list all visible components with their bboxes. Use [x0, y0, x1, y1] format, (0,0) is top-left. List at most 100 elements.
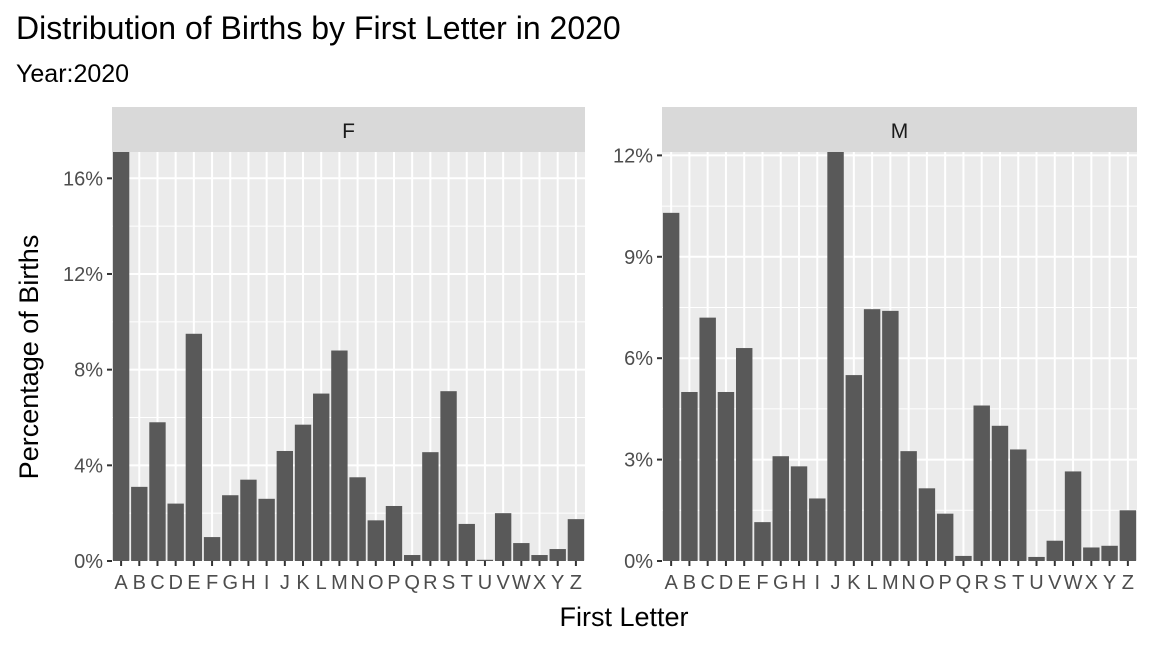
bar-f-v: [494, 513, 512, 561]
bar-m-b: [681, 391, 698, 561]
bar-m-v: [1046, 540, 1064, 561]
chart-title: Distribution of Births by First Letter i…: [16, 10, 621, 46]
x-tick-label: I: [815, 572, 821, 594]
bar-m-k: [845, 375, 863, 561]
bar-f-j: [276, 450, 294, 561]
bar-m-m: [882, 310, 899, 561]
bar-f-l: [313, 393, 330, 561]
x-tick-label: E: [187, 572, 200, 594]
y-tick-label: 3%: [624, 450, 653, 472]
y-tick-label: 12%: [613, 145, 653, 167]
x-tick-label: C: [150, 572, 164, 594]
x-tick-label: P: [939, 572, 952, 594]
x-tick-label: C: [700, 572, 714, 594]
x-tick-label: V: [1048, 572, 1062, 594]
bar-f-m: [331, 350, 348, 561]
bar-m-u: [1028, 556, 1045, 561]
x-tick-label: V: [496, 572, 510, 594]
x-tick-label: A: [664, 572, 678, 594]
bar-f-w: [513, 543, 530, 561]
x-tick-label: J: [831, 572, 841, 594]
bar-m-x: [1083, 547, 1100, 561]
x-tick-label: R: [423, 572, 437, 594]
bar-m-c: [699, 317, 716, 561]
bar-f-x: [531, 555, 548, 561]
bar-m-t: [1010, 449, 1027, 561]
x-tick-label: P: [387, 572, 400, 594]
bar-m-e: [735, 348, 753, 561]
x-tick-label: M: [882, 572, 899, 594]
y-tick-label: 12%: [63, 264, 103, 286]
bar-m-n: [900, 451, 917, 561]
x-tick-label: B: [133, 572, 146, 594]
bar-f-a: [112, 152, 130, 561]
bar-m-s: [991, 425, 1009, 561]
bar-f-b: [131, 486, 148, 561]
x-tick-label: L: [867, 572, 878, 594]
bar-f-s: [440, 391, 457, 561]
x-tick-label: X: [1085, 572, 1098, 594]
x-tick-label: H: [792, 572, 806, 594]
y-tick-label: 16%: [63, 168, 103, 190]
panel-background: [112, 152, 585, 561]
x-tick-label: M: [331, 572, 348, 594]
x-tick-label: S: [442, 572, 455, 594]
x-tick-label: R: [974, 572, 988, 594]
x-tick-label: A: [114, 572, 128, 594]
y-tick-label: 8%: [74, 360, 103, 382]
x-tick-label: X: [533, 572, 546, 594]
bar-f-o: [367, 520, 384, 561]
bar-m-j: [827, 152, 844, 561]
bar-m-p: [936, 513, 954, 561]
bar-f-n: [349, 477, 366, 561]
x-tick-label: F: [206, 572, 218, 594]
y-tick-label: 0%: [624, 551, 653, 573]
x-tick-label: L: [316, 572, 327, 594]
x-tick-label: W: [1064, 572, 1083, 594]
x-tick-label: N: [350, 572, 364, 594]
x-tick-label: S: [993, 572, 1006, 594]
x-tick-label: G: [773, 572, 789, 594]
x-tick-label: Z: [1122, 572, 1134, 594]
bar-f-g: [222, 495, 239, 561]
y-axis-label: Percentage of Births: [14, 235, 44, 480]
y-tick-label: 9%: [624, 247, 653, 269]
x-axis-label: First Letter: [559, 602, 688, 632]
facet-strip: [662, 107, 1137, 152]
facet-strip: [112, 107, 585, 152]
bar-m-r: [973, 405, 990, 561]
bar-f-y: [549, 549, 566, 561]
y-tick-label: 4%: [74, 455, 103, 477]
x-tick-label: Q: [404, 572, 420, 594]
x-tick-label: W: [512, 572, 531, 594]
x-tick-label: I: [264, 572, 270, 594]
bar-f-z: [567, 519, 585, 561]
bar-f-p: [385, 505, 403, 561]
chart-subtitle: Year:2020: [16, 60, 130, 88]
x-tick-label: H: [241, 572, 255, 594]
x-tick-label: E: [738, 572, 751, 594]
bar-f-i: [258, 498, 275, 561]
x-tick-label: Y: [551, 572, 564, 594]
bar-f-r: [422, 452, 439, 561]
facet-strip-label: F: [342, 120, 355, 143]
bar-f-e: [185, 333, 203, 561]
x-tick-label: U: [478, 572, 492, 594]
y-tick-label: 0%: [74, 551, 103, 573]
bar-m-y: [1101, 545, 1118, 561]
x-tick-label: T: [461, 572, 473, 594]
x-tick-label: D: [719, 572, 733, 594]
bar-f-t: [458, 523, 475, 561]
x-tick-label: Y: [1103, 572, 1116, 594]
bar-m-d: [717, 391, 735, 561]
bar-m-f: [754, 522, 771, 561]
y-tick-label: 6%: [624, 348, 653, 370]
x-tick-label: T: [1012, 572, 1024, 594]
bar-m-w: [1064, 471, 1082, 561]
bar-m-l: [863, 309, 881, 561]
bar-m-h: [790, 466, 808, 561]
bar-m-q: [955, 555, 972, 561]
facet-strip-label: M: [891, 120, 909, 143]
x-tick-label: U: [1029, 572, 1043, 594]
